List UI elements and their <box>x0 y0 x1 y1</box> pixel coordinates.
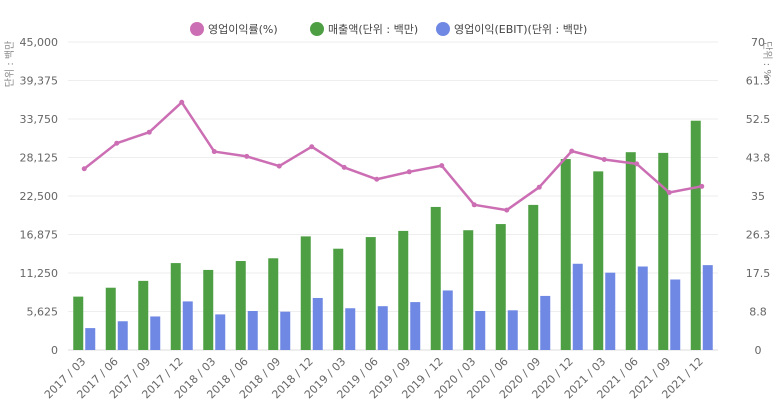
ebit-bar[interactable] <box>442 290 453 350</box>
legend-marker[interactable] <box>436 22 450 36</box>
right-tick-label: 52.5 <box>746 113 771 126</box>
margin-point[interactable] <box>406 169 412 175</box>
sales-bar[interactable] <box>430 206 441 350</box>
margin-point[interactable] <box>439 163 445 169</box>
legend-label[interactable]: 매출액(단위 : 백만) <box>328 23 418 36</box>
right-tick-label: 61.3 <box>746 75 771 88</box>
ebit-bar[interactable] <box>247 310 258 350</box>
sales-bar[interactable] <box>333 248 344 350</box>
sales-bar[interactable] <box>268 258 279 350</box>
margin-point[interactable] <box>471 202 477 208</box>
left-tick-label: 0 <box>51 344 58 357</box>
right-tick-label: 0 <box>755 344 762 357</box>
margin-point[interactable] <box>341 164 347 170</box>
margin-point[interactable] <box>211 149 217 155</box>
ebit-bar[interactable] <box>377 306 388 350</box>
left-axis-ticks: 0 5,625 11,250 16,875 22,500 28,125 33,750 39,3… <box>20 36 59 357</box>
legend-label[interactable]: 영업이익률(%) <box>208 23 278 36</box>
margin-point[interactable] <box>601 156 607 162</box>
bars <box>73 120 713 350</box>
margin-point[interactable] <box>114 140 120 146</box>
gridlines <box>68 41 718 351</box>
sales-bar[interactable] <box>625 152 636 350</box>
ebit-bar[interactable] <box>702 265 713 350</box>
right-tick-label: 8.8 <box>749 306 767 319</box>
sales-bar[interactable] <box>105 287 116 350</box>
right-tick-label: 26.3 <box>746 229 771 242</box>
right-axis-ticks: 0 8.8 17.5 26.3 35 43.8 52.5 61.3 70 <box>746 36 771 357</box>
left-tick-label: 39,375 <box>20 75 59 88</box>
sales-bar[interactable] <box>495 224 506 350</box>
ebit-bar[interactable] <box>280 311 291 350</box>
sales-bar[interactable] <box>593 171 604 350</box>
left-tick-label: 11,250 <box>20 267 59 280</box>
sales-bar[interactable] <box>300 236 311 350</box>
ebit-bar[interactable] <box>572 263 583 350</box>
margin-point[interactable] <box>536 184 542 190</box>
ebit-bar[interactable] <box>670 279 681 350</box>
ebit-bar[interactable] <box>182 301 193 350</box>
sales-bar[interactable] <box>463 230 474 350</box>
left-tick-label: 28,125 <box>20 152 59 165</box>
sales-bar[interactable] <box>203 269 214 350</box>
left-tick-label: 16,875 <box>20 229 59 242</box>
margin-point[interactable] <box>309 144 315 150</box>
margin-point[interactable] <box>179 99 185 105</box>
sales-bar[interactable] <box>528 204 539 350</box>
ebit-bar[interactable] <box>475 310 486 350</box>
legend-marker[interactable] <box>190 22 204 36</box>
sales-bar[interactable] <box>658 152 669 350</box>
ebit-bar[interactable] <box>605 272 616 350</box>
margin-point[interactable] <box>569 148 575 154</box>
margin-line-path <box>83 101 702 212</box>
sales-bar[interactable] <box>170 263 181 350</box>
sales-bar[interactable] <box>560 159 571 350</box>
ebit-bar[interactable] <box>540 295 551 350</box>
sales-bar[interactable] <box>138 280 149 350</box>
right-tick-label: 17.5 <box>746 267 771 280</box>
ebit-bar[interactable] <box>507 310 518 350</box>
right-tick-label: 70 <box>751 36 765 49</box>
margin-point[interactable] <box>504 207 510 213</box>
legend: 영업이익률(%) 매출액(단위 : 백만) 영업이익(EBIT)(단위 : 백만) <box>190 22 587 36</box>
sales-bar[interactable] <box>365 237 376 350</box>
sales-bar[interactable] <box>235 261 246 350</box>
margin-point[interactable] <box>374 176 380 182</box>
ebit-bar[interactable] <box>117 321 128 350</box>
right-tick-label: 43.8 <box>746 152 771 165</box>
margin-point[interactable] <box>244 153 250 159</box>
ebit-bar[interactable] <box>345 308 356 350</box>
ebit-bar[interactable] <box>150 316 161 350</box>
left-axis-title: 단위 : 백만 <box>3 41 16 88</box>
left-tick-label: 5,625 <box>27 306 59 319</box>
ebit-bar[interactable] <box>215 314 226 350</box>
right-tick-label: 35 <box>751 190 765 203</box>
margin-point[interactable] <box>276 163 282 169</box>
right-axis-title: 단위 : % <box>761 41 773 79</box>
margin-point[interactable] <box>666 189 672 195</box>
left-tick-label: 22,500 <box>20 190 59 203</box>
margin-line <box>81 99 705 213</box>
ebit-bar[interactable] <box>85 328 96 350</box>
ebit-bar[interactable] <box>312 297 323 350</box>
margin-point[interactable] <box>146 129 152 135</box>
ebit-bar[interactable] <box>637 266 648 350</box>
sales-bar[interactable] <box>398 230 409 350</box>
margin-point[interactable] <box>81 166 87 172</box>
left-tick-label: 33,750 <box>20 113 59 126</box>
sales-bar[interactable] <box>690 120 701 350</box>
legend-label[interactable]: 영업이익(EBIT)(단위 : 백만) <box>454 23 587 36</box>
margin-point[interactable] <box>634 161 640 167</box>
margin-point[interactable] <box>699 183 705 189</box>
legend-marker[interactable] <box>310 22 324 36</box>
sales-bar[interactable] <box>73 296 84 350</box>
ebit-bar[interactable] <box>410 302 421 350</box>
left-tick-label: 45,000 <box>20 36 59 49</box>
